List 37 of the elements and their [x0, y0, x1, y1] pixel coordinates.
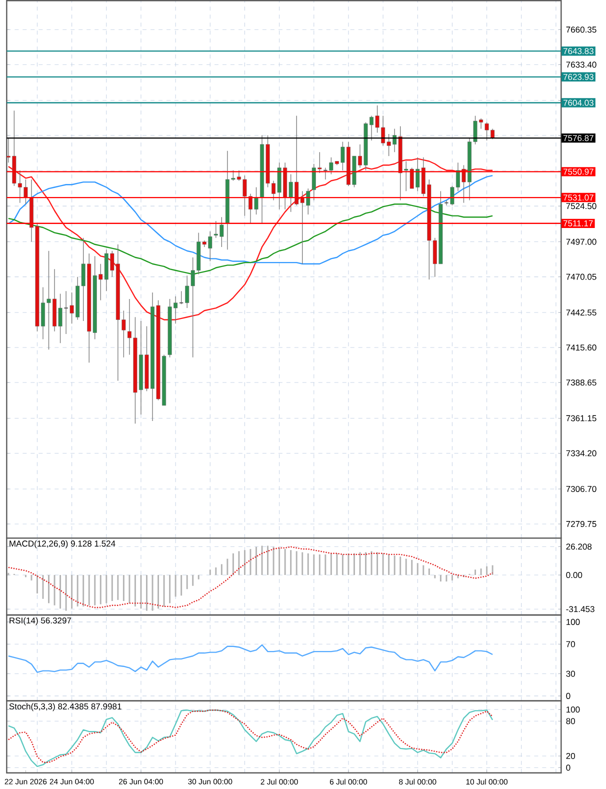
chart-title: RSI(14) 56.3297 [10, 617, 72, 626]
y-tick-label: 7524.50 [566, 203, 596, 210]
ref-line-label: 7511.17 [563, 220, 593, 226]
ref-line-label: 7531.07 [563, 194, 594, 201]
y-tick-label: 80 [566, 718, 575, 724]
y-tick-label: 7361.15 [566, 415, 596, 422]
candlestick [178, 290, 184, 304]
y-tick-label: 7442.55 [566, 310, 596, 316]
y-tick-label: 7497.00 [566, 238, 596, 245]
y-tick-label: 30 [566, 670, 575, 677]
y-tick-label: 70 [566, 641, 575, 648]
ref-line-label: 7550.97 [563, 168, 594, 175]
chart-title: MACD(12,26,9) 9.128 1.524 [10, 540, 116, 548]
y-tick-label: 0 [566, 692, 570, 699]
y-tick-label: 100 [566, 618, 580, 625]
y-tick-label: 7470.05 [566, 274, 596, 280]
candlestick [64, 290, 68, 334]
y-tick-label: 0 [566, 764, 570, 771]
y-tick-label: 7334.20 [566, 450, 596, 456]
y-tick-label: 20 [566, 752, 575, 760]
ref-line-label: 7623.93 [563, 74, 594, 80]
ref-line-label: 7604.03 [563, 100, 594, 106]
y-tick-label: 100 [566, 706, 580, 713]
y-tick-label: 7660.35 [566, 26, 596, 33]
y-tick-label: 26.208 [566, 544, 592, 550]
y-tick-label: 7306.70 [566, 486, 596, 492]
candlestick [444, 200, 449, 206]
y-tick-label: 7415.60 [566, 344, 596, 351]
ref-line-label: 7643.83 [563, 48, 594, 54]
y-tick-label: 7279.75 [566, 520, 596, 527]
candlestick [323, 167, 328, 180]
y-tick-label: 0.00 [566, 572, 582, 578]
y-tick-label: 7388.65 [566, 380, 596, 386]
chart-title: Stoch(5,3,3) 82.4385 87.9981 [9, 703, 122, 712]
y-tick-label: 7633.40 [566, 62, 596, 68]
ref-line-label: 7576.87 [563, 135, 594, 142]
y-tick-label: -31.453 [566, 606, 594, 612]
